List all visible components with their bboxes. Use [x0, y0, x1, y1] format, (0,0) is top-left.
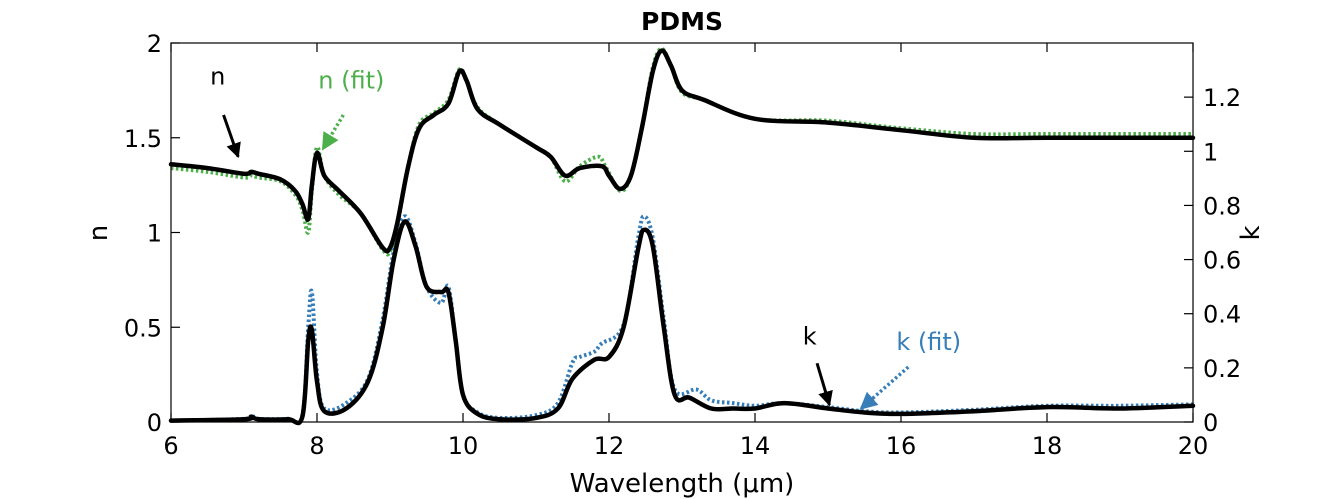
y-left-axis-title: n — [84, 225, 114, 241]
annotation-arrow-n — [222, 114, 241, 159]
series-layer — [168, 46, 1196, 426]
series-k-fit-line — [170, 214, 1194, 425]
x-tick-label: 20 — [1178, 432, 1209, 460]
annotation-arrow-k — [815, 362, 833, 407]
y-right-tick-label: 0.4 — [1203, 301, 1241, 329]
y-right-tick-label: 0.8 — [1203, 192, 1241, 220]
x-tick-label: 8 — [309, 432, 324, 460]
annotation-arrow-k-fit — [859, 365, 910, 411]
x-tick-label: 6 — [163, 432, 178, 460]
x-tick-label: 18 — [1032, 432, 1063, 460]
x-tick-label: 16 — [886, 432, 917, 460]
annotation-label-n-fit: n (fit) — [318, 66, 384, 94]
x-tick-label: 10 — [448, 432, 479, 460]
annotation-label-k: k — [803, 322, 817, 350]
y-right-tick-label: 0 — [1203, 409, 1218, 437]
y-left-tick-label: 0 — [147, 409, 162, 437]
series-k-line — [168, 219, 1196, 426]
annotations-layer: n n (fit) k k (fit) — [210, 63, 961, 411]
x-axis-title: Wavelength (μm) — [570, 469, 795, 499]
plot-frame — [170, 42, 1194, 423]
series-n-line — [168, 48, 1196, 254]
chart-title: PDMS — [641, 7, 723, 36]
y-right-axis-title: k — [1236, 225, 1266, 240]
y-left-tick-label: 1.5 — [124, 125, 162, 153]
annotation-label-n: n — [210, 63, 225, 91]
x-tick-label: 12 — [594, 432, 625, 460]
y-right-tick-label: 1.2 — [1203, 84, 1241, 112]
annotation-arrow-n-fit — [321, 114, 345, 151]
y-left-tick-label: 2 — [147, 30, 162, 58]
y-left-tick-label: 0.5 — [124, 314, 162, 342]
y-right-tick-label: 1 — [1203, 138, 1218, 166]
x-tick-label: 14 — [740, 432, 771, 460]
y-right-tick-label: 0.6 — [1203, 247, 1241, 275]
y-left-tick-label: 1 — [147, 220, 162, 248]
y-right-tick-label: 0.2 — [1203, 355, 1241, 383]
annotation-label-k-fit: k (fit) — [896, 328, 961, 356]
